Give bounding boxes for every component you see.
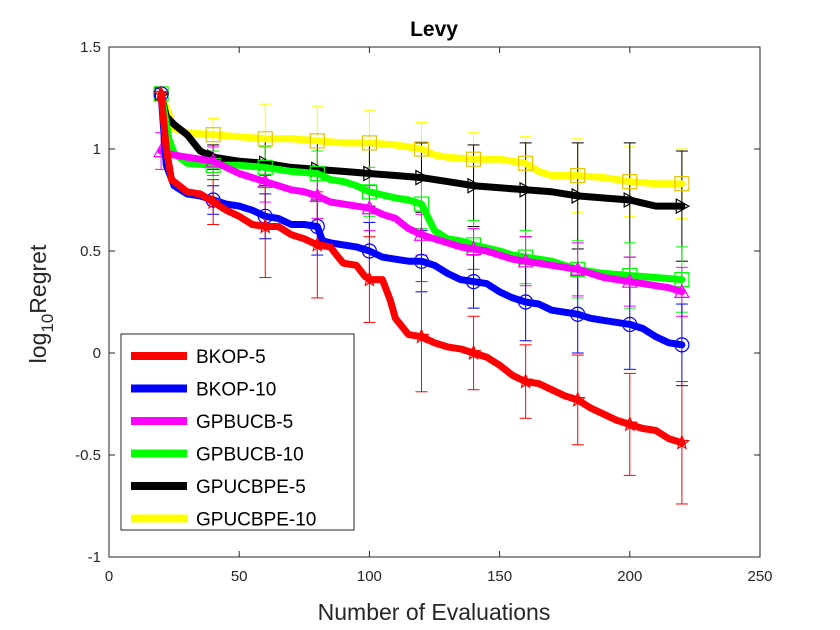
series-gpbucb-5 [153, 142, 690, 298]
x-tick-label: 0 [105, 568, 113, 585]
data-point-marker [622, 174, 638, 190]
y-axis-label: log10Regret [25, 244, 57, 363]
legend-label: GPBUCB-10 [196, 445, 304, 466]
data-point-marker [674, 176, 690, 192]
data-point-marker [465, 151, 482, 167]
data-point-marker [673, 283, 690, 298]
data-point-marker [309, 165, 325, 182]
data-point-marker [571, 187, 586, 204]
data-point-marker [675, 198, 691, 215]
x-tick-label: 200 [617, 568, 642, 585]
data-point-marker [465, 240, 482, 256]
chart-title: Levy [410, 18, 458, 41]
data-point-marker [309, 236, 326, 252]
legend: BKOP-5 BKOP-10 GPBUCB-5 GPBUCB-10 GPUCBPE-5 G… [120, 333, 355, 531]
y-tick-label: 0 [93, 345, 101, 362]
data-point-marker [257, 217, 274, 234]
data-point-marker [363, 165, 378, 182]
data-point-marker [570, 306, 586, 322]
data-point-marker [361, 135, 377, 151]
y-axis-label-log: log [25, 333, 51, 364]
data-point-marker [570, 167, 586, 184]
data-point-marker [413, 141, 430, 157]
data-point-marker [361, 243, 377, 259]
series-line [157, 90, 686, 210]
x-tick-label: 250 [747, 568, 772, 585]
legend-box [120, 333, 355, 531]
x-tick-label: 50 [231, 568, 248, 585]
data-point-marker [465, 344, 482, 360]
x-tick-label: 100 [357, 568, 382, 585]
y-tick-label: 0.5 [80, 243, 101, 260]
series-line [157, 90, 686, 447]
data-point-marker [467, 177, 482, 194]
x-axis-label: Number of Evaluations [318, 599, 551, 625]
data-point-marker [361, 199, 378, 215]
data-point-marker [205, 153, 222, 168]
y-axis-label-subscript: 10 [38, 314, 57, 333]
data-point-marker [309, 187, 326, 203]
legend-label: GPUCBPE-10 [196, 510, 316, 531]
y-tick-label: -0.5 [75, 447, 101, 464]
plot-frame [108, 46, 761, 558]
x-tick-label: 150 [487, 568, 512, 585]
legend-label: BKOP-5 [196, 347, 266, 368]
data-point-marker [517, 252, 534, 268]
data-point-marker [569, 261, 586, 276]
series-bkop-5 [152, 85, 690, 450]
tick-labels: 0 50 100 150 200 250 -1 -0.5 0 0.5 1 1.5 [75, 39, 772, 585]
data-point-marker [518, 294, 534, 310]
data-point-marker [465, 274, 482, 290]
data-point-marker [413, 253, 430, 269]
data-point-marker [674, 271, 690, 288]
series-layer [152, 85, 691, 505]
data-point-marker [257, 131, 273, 147]
data-point-marker [415, 169, 430, 186]
series-line [157, 147, 686, 296]
data-point-marker [413, 196, 430, 212]
data-point-marker [622, 316, 638, 333]
y-tick-label: -1 [88, 549, 101, 566]
y-axis-label-regret: Regret [25, 244, 51, 314]
data-point-marker [569, 391, 586, 407]
data-point-marker [518, 155, 534, 171]
data-point-marker [673, 434, 690, 450]
y-tick-label: 1.5 [80, 39, 101, 56]
data-point-marker [519, 181, 534, 198]
data-point-marker [674, 337, 690, 353]
data-point-marker [413, 226, 430, 241]
legend-label: GPUCBPE-5 [196, 477, 306, 498]
data-point-marker [204, 193, 222, 209]
y-tick-label: 1 [93, 141, 101, 158]
series-bkop-10 [153, 86, 690, 353]
data-point-marker [413, 328, 430, 344]
data-point-marker [205, 127, 221, 143]
data-point-marker [309, 133, 325, 149]
data-point-marker [623, 191, 639, 209]
series-line [157, 90, 686, 349]
data-point-marker [152, 85, 170, 101]
data-point-marker [309, 218, 325, 235]
data-point-marker [257, 173, 274, 188]
data-point-marker [517, 373, 534, 389]
data-point-marker [361, 184, 377, 200]
data-point-marker [621, 415, 639, 432]
legend-label: GPBUCB-5 [196, 412, 293, 433]
data-point-marker [621, 273, 638, 288]
legend-label: BKOP-10 [196, 380, 276, 401]
data-point-marker [361, 271, 378, 287]
